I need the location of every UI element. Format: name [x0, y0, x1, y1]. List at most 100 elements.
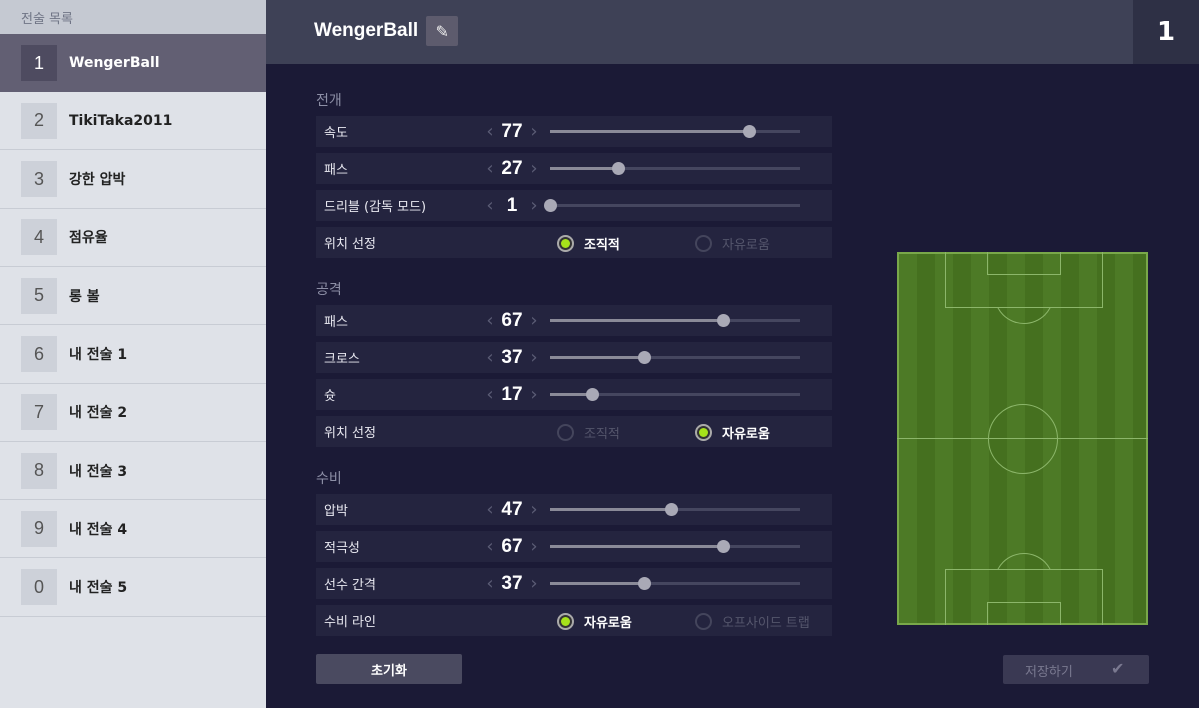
- title-group: WengerBall ✎: [314, 16, 459, 46]
- tactic-number: 8: [21, 452, 57, 489]
- tactic-name: 내 전술 1: [69, 347, 128, 363]
- slider-knob[interactable]: [664, 503, 678, 516]
- tactic-number: 7: [21, 394, 57, 431]
- slider-track[interactable]: [550, 162, 800, 175]
- edit-name-button[interactable]: ✎: [426, 16, 459, 46]
- slider-track[interactable]: [544, 199, 800, 212]
- increase-arrow-icon[interactable]: ›: [530, 573, 538, 594]
- radio-option[interactable]: 조직적: [557, 423, 620, 442]
- tactic-number: 4: [21, 219, 57, 256]
- tactic-list-item[interactable]: 2 TikiTaka2011: [0, 92, 266, 151]
- slider-row: 적극성 ‹ 67 ›: [316, 531, 832, 562]
- tactic-list-item[interactable]: 9 내 전술 4: [0, 500, 266, 559]
- increase-arrow-icon[interactable]: ›: [530, 158, 538, 179]
- slider-label: 크로스: [324, 352, 360, 367]
- slider-track[interactable]: [550, 388, 800, 401]
- decrease-arrow-icon[interactable]: ‹: [486, 158, 494, 179]
- decrease-arrow-icon[interactable]: ‹: [486, 195, 494, 216]
- radio-option[interactable]: 오프사이드 트랩: [695, 612, 810, 631]
- increase-arrow-icon[interactable]: ›: [530, 347, 538, 368]
- slider-row: 크로스 ‹ 37 ›: [316, 342, 832, 373]
- decrease-arrow-icon[interactable]: ‹: [486, 573, 494, 594]
- decrease-arrow-icon[interactable]: ‹: [486, 347, 494, 368]
- tactic-number: 9: [21, 510, 57, 547]
- decrease-arrow-icon[interactable]: ‹: [486, 499, 494, 520]
- slider-track[interactable]: [550, 314, 800, 327]
- slider-knob[interactable]: [717, 314, 731, 327]
- decrease-arrow-icon[interactable]: ‹: [486, 384, 494, 405]
- radio-option[interactable]: 자유로움: [557, 612, 632, 631]
- tactic-list-item[interactable]: 1 WengerBall: [0, 34, 266, 92]
- slider-knob[interactable]: [585, 388, 599, 401]
- increase-arrow-icon[interactable]: ›: [530, 536, 538, 557]
- tactic-number: 6: [21, 336, 57, 372]
- slider-row: 드리블 (감독 모드) ‹ 1 ›: [316, 190, 832, 221]
- slider-fill: [550, 545, 724, 548]
- tactic-list-item[interactable]: 3 강한 압박: [0, 151, 266, 209]
- tactic-list-item[interactable]: 5 롱 볼: [0, 267, 266, 326]
- slider-track[interactable]: [550, 125, 800, 138]
- slider-knob[interactable]: [717, 540, 731, 553]
- radio-circle-icon: [557, 235, 574, 252]
- reset-button[interactable]: 초기화: [316, 654, 462, 684]
- slider-knob[interactable]: [544, 199, 557, 212]
- slider-track[interactable]: [550, 351, 800, 364]
- radio-option[interactable]: 조직적: [557, 234, 620, 253]
- radio-label: 조직적: [584, 427, 620, 442]
- tactic-name: 내 전술 5: [69, 580, 128, 597]
- radio-row-label: 위치 선정: [324, 426, 376, 441]
- radio-row: 위치 선정 조직적 자유로움: [316, 416, 832, 447]
- tactic-list-item[interactable]: 4 점유율: [0, 209, 266, 267]
- save-button[interactable]: 저장하기 ✔: [1003, 655, 1149, 684]
- radio-label: 자유로움: [722, 427, 770, 442]
- radio-circle-icon: [557, 613, 574, 630]
- radio-row: 위치 선정 조직적 자유로움: [316, 227, 832, 258]
- tactics-sidebar: 전술 목록 1 WengerBall 2 TikiTaka2011 3 강한 압박 4 점유율…: [0, 0, 266, 708]
- increase-arrow-icon[interactable]: ›: [530, 384, 538, 405]
- pencil-icon: ✎: [435, 21, 449, 41]
- decrease-arrow-icon[interactable]: ‹: [486, 310, 494, 331]
- radio-row-label: 위치 선정: [324, 237, 376, 252]
- increase-arrow-icon[interactable]: ›: [530, 310, 538, 331]
- slider-value: 37: [501, 572, 523, 594]
- slider-track[interactable]: [550, 577, 800, 590]
- slider-track[interactable]: [550, 540, 800, 553]
- radio-label: 자유로움: [584, 616, 632, 631]
- slider-label: 패스: [324, 163, 348, 178]
- slider-knob[interactable]: [638, 577, 652, 590]
- slider-value: 1: [506, 194, 518, 216]
- section-title: 수비: [316, 471, 342, 487]
- radio-option[interactable]: 자유로움: [695, 234, 770, 253]
- slider-track[interactable]: [550, 503, 800, 516]
- tactic-title: WengerBall: [314, 20, 419, 41]
- tactic-name: 내 전술 4: [69, 521, 128, 538]
- slider-row: 슛 ‹ 17 ›: [316, 379, 832, 410]
- tactic-list-item[interactable]: 8 내 전술 3: [0, 442, 266, 501]
- slider-knob[interactable]: [638, 351, 652, 364]
- increase-arrow-icon[interactable]: ›: [530, 121, 538, 142]
- tactic-name: 롱 볼: [69, 288, 100, 305]
- slider-fill: [550, 130, 750, 133]
- slider-fill: [550, 356, 645, 359]
- slider-fill: [550, 582, 645, 585]
- slider-fill: [550, 393, 592, 396]
- slider-knob[interactable]: [743, 125, 757, 138]
- decrease-arrow-icon[interactable]: ‹: [486, 121, 494, 142]
- increase-arrow-icon[interactable]: ›: [530, 195, 538, 216]
- tactic-list-item[interactable]: 7 내 전술 2: [0, 384, 266, 442]
- slider-value: 67: [501, 309, 523, 331]
- increase-arrow-icon[interactable]: ›: [530, 499, 538, 520]
- tactic-list-item[interactable]: 6 내 전술 1: [0, 326, 266, 384]
- slider-knob[interactable]: [612, 162, 626, 175]
- radio-option[interactable]: 자유로움: [695, 423, 770, 442]
- decrease-arrow-icon[interactable]: ‹: [486, 536, 494, 557]
- slider-value: 17: [501, 383, 523, 405]
- tactic-name: 내 전술 2: [69, 405, 128, 422]
- slider-label: 패스: [324, 315, 348, 330]
- radio-label: 조직적: [584, 238, 620, 253]
- tactic-list-item[interactable]: 0 내 전술 5: [0, 559, 266, 617]
- slider-value: 77: [501, 120, 523, 142]
- slider-fill: [550, 319, 724, 322]
- slider-value: 67: [501, 535, 523, 557]
- sidebar-title: 전술 목록: [0, 0, 266, 34]
